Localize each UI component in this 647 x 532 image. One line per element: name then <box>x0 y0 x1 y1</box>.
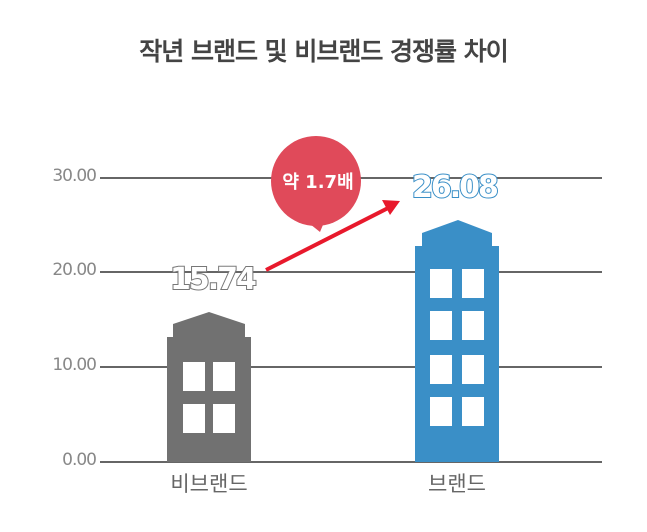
y-tick-20: 20.00 <box>52 260 97 280</box>
y-tick-0: 0.00 <box>62 450 97 470</box>
chart-title: 작년 브랜드 및 비브랜드 경쟁률 차이 <box>139 37 509 66</box>
category-label-brand: 브랜드 <box>428 472 486 496</box>
bar-non-brand-building <box>167 312 251 462</box>
category-label-non-brand: 비브랜드 <box>170 472 248 496</box>
gridline-10 <box>100 366 602 368</box>
annotation-label: 약 1.7배 <box>282 172 354 193</box>
value-label-brand: 26.08 <box>411 169 500 206</box>
speech-bubble <box>271 136 361 232</box>
value-label-non-brand: 15.74 <box>169 261 258 298</box>
y-tick-30: 30.00 <box>52 166 97 186</box>
growth-arrow <box>265 200 400 272</box>
gridline-0 <box>100 461 602 463</box>
bar-brand-building <box>415 220 499 462</box>
gridline-20 <box>100 271 602 273</box>
y-tick-10: 10.00 <box>52 355 97 375</box>
